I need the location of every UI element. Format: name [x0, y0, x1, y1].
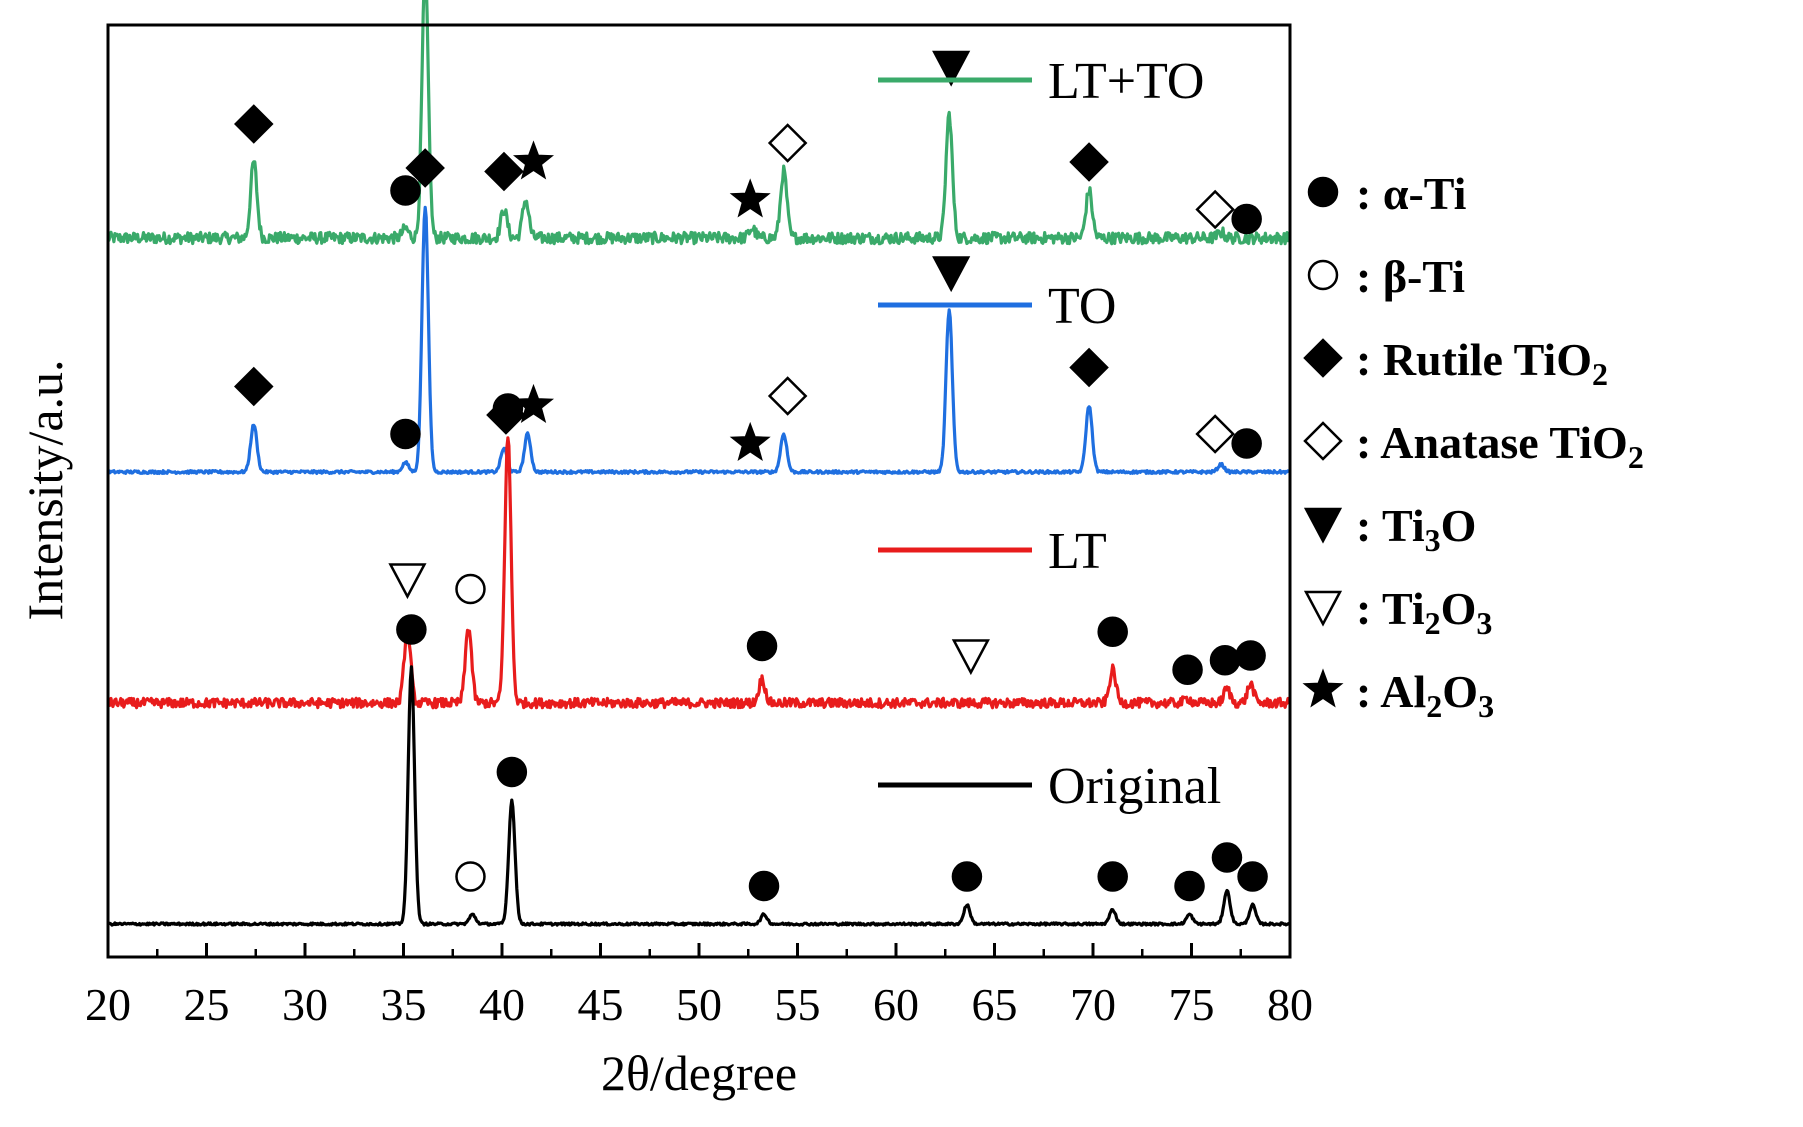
circle-open-marker: [1307, 259, 1339, 291]
diamond-open-marker: [1195, 189, 1235, 230]
legend-item: : Al2O3: [1302, 666, 1494, 724]
triangle-down-open-marker: [951, 639, 990, 676]
circle-filled-marker: [746, 630, 778, 662]
series-line: [106, 0, 1292, 246]
circle-filled-marker: [390, 175, 421, 206]
series-label: LT: [1048, 523, 1107, 580]
diamond-filled-marker: [484, 151, 524, 192]
circle-open-marker: [455, 573, 486, 605]
star-marker: [512, 140, 555, 180]
series-original: Original: [106, 614, 1291, 927]
circle-filled-marker: [1172, 654, 1203, 685]
diamond-filled-marker: [1303, 338, 1343, 378]
diamond-filled-marker: [234, 104, 274, 144]
triangle-down-open-marker: [388, 563, 427, 600]
triangle-down-filled-marker: [932, 256, 971, 293]
series-line: [106, 665, 1291, 927]
x-tick-label: 65: [972, 979, 1018, 1030]
diamond-open-marker: [1195, 414, 1235, 454]
circle-open-marker: [455, 861, 486, 892]
series-lt-to: LT+TO: [106, 0, 1292, 246]
legend-label: : Ti2O3: [1356, 583, 1492, 641]
x-tick-label: 25: [184, 979, 230, 1030]
x-tick-label: 45: [578, 979, 624, 1030]
diamond-open-marker: [767, 123, 808, 163]
x-tick-label: 20: [85, 979, 131, 1030]
diamond-filled-marker: [1069, 142, 1109, 182]
star-marker: [512, 383, 555, 423]
legend-label: : Anatase TiO2: [1356, 417, 1644, 475]
legend-label: : β-Ti: [1356, 251, 1465, 302]
x-tick-label: 80: [1267, 979, 1313, 1030]
legend-label: : Rutile TiO2: [1356, 334, 1608, 392]
circle-filled-marker: [1235, 640, 1266, 671]
series-label: Original: [1048, 758, 1221, 815]
legend-item: : Anatase TiO2: [1303, 417, 1644, 475]
x-tick-label: 35: [381, 979, 427, 1030]
diamond-filled-marker: [405, 148, 445, 188]
x-tick-label: 60: [873, 979, 919, 1030]
circle-filled-marker: [390, 418, 421, 450]
circle-filled-marker: [1097, 616, 1128, 647]
triangle-down-filled-marker: [932, 50, 971, 87]
circle-filled-marker: [1174, 870, 1205, 902]
circle-filled-marker: [1097, 861, 1128, 892]
triangle-down-filled-marker: [1303, 507, 1343, 544]
plot-frame: [106, 23, 1292, 959]
circle-filled-marker: [748, 870, 780, 902]
star-marker: [729, 178, 771, 218]
circle-filled-marker: [396, 614, 427, 645]
x-tick-label: 30: [282, 979, 328, 1030]
circle-filled-marker: [1231, 203, 1262, 235]
legend-label: : α-Ti: [1356, 168, 1467, 219]
series-label: LT+TO: [1048, 53, 1204, 110]
x-axis-title: 2θ/degree: [601, 1045, 797, 1101]
x-tick-label: 40: [479, 979, 525, 1030]
x-tick-label: 55: [775, 979, 821, 1030]
diamond-filled-marker: [234, 366, 274, 407]
series-label: TO: [1048, 278, 1116, 335]
triangle-down-open-marker: [1303, 590, 1343, 627]
x-tick-label: 70: [1070, 979, 1116, 1030]
circle-filled-marker: [1231, 428, 1262, 459]
series-line: [106, 436, 1292, 710]
legend-item: : β-Ti: [1307, 251, 1465, 302]
x-tick-label: 50: [676, 979, 722, 1030]
circle-filled-marker: [496, 756, 528, 788]
legend-item: : Rutile TiO2: [1303, 334, 1608, 392]
circle-filled-marker: [951, 861, 983, 892]
phase-legend: : α-Ti : β-Ti : Rutile TiO2 : Anatase TiO2:…: [1302, 168, 1644, 724]
legend-item: : α-Ti: [1307, 168, 1467, 219]
legend-label: : Al2O3: [1356, 666, 1494, 724]
legend-item: : Ti2O3: [1303, 583, 1492, 641]
legend-label: : Ti3O: [1356, 500, 1476, 558]
star-marker: [729, 421, 771, 461]
legend-item: : Ti3O: [1303, 500, 1476, 558]
circle-filled-marker: [1211, 842, 1243, 873]
diamond-open-marker: [1303, 421, 1343, 461]
y-axis-title: Intensity/a.u.: [17, 359, 73, 620]
diamond-open-marker: [767, 376, 808, 416]
series-lt: LT: [106, 393, 1292, 710]
circle-filled-marker: [1307, 176, 1339, 208]
diamond-filled-marker: [1069, 347, 1109, 388]
x-tick-label: 75: [1169, 979, 1215, 1030]
circle-filled-marker: [1209, 645, 1241, 676]
star-marker: [1302, 668, 1344, 708]
circle-filled-marker: [1237, 861, 1268, 892]
series-to: TO: [106, 148, 1292, 475]
series-line: [106, 205, 1292, 475]
circle-filled-marker: [492, 393, 524, 424]
